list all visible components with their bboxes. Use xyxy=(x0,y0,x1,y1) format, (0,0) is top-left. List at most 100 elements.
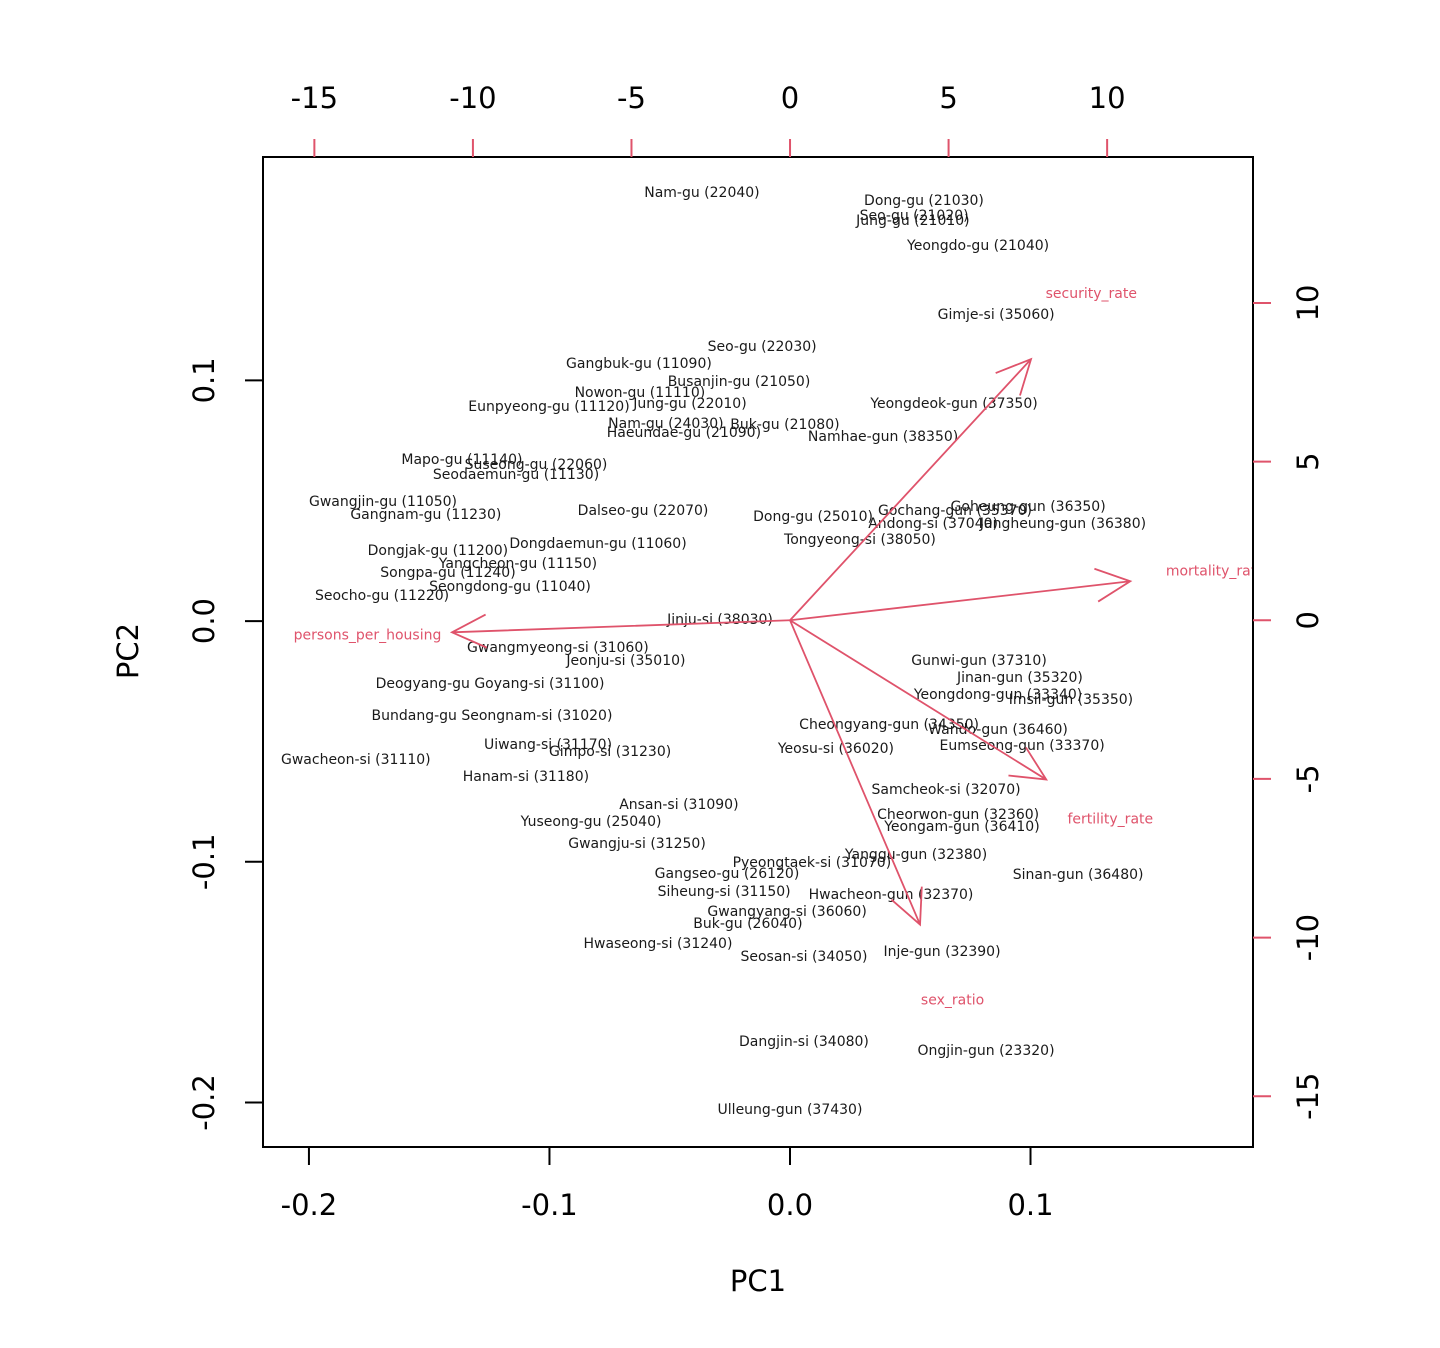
score-label: Jinju-si (38030) xyxy=(666,612,773,628)
score-label: Seosan-si (34050) xyxy=(740,949,867,965)
loading-arrow xyxy=(449,613,791,649)
x2-tick-label: -15 xyxy=(291,81,338,115)
x2-tick-label: 0 xyxy=(781,81,799,115)
score-label: Yeosu-si (36020) xyxy=(777,741,894,757)
score-label: Jeonju-si (35010) xyxy=(565,653,685,669)
score-label: Yuseong-gu (25040) xyxy=(520,814,662,830)
y-axis-title: PC2 xyxy=(111,623,145,679)
score-label: Jangheung-gun (36380) xyxy=(979,516,1146,532)
score-label: Hwaseong-si (31240) xyxy=(583,936,732,952)
score-label: Gochang-gun (35370) xyxy=(878,503,1032,519)
score-label: Yeongam-gun (36410) xyxy=(883,819,1039,835)
score-label: Yanggu-gun (32380) xyxy=(844,847,987,863)
score-label: Busanjin-gu (21050) xyxy=(668,374,811,390)
score-label: Samcheok-si (32070) xyxy=(872,782,1021,798)
score-label: Yeongdong-gun (33340) xyxy=(913,687,1082,703)
score-label: Gwangmyeong-si (31060) xyxy=(467,640,649,656)
y2-tick-label: 5 xyxy=(1291,452,1325,470)
score-label: Jinan-gun (35320) xyxy=(956,670,1083,686)
loading-label: sex_ratio xyxy=(921,993,984,1009)
score-label: Gimje-si (35060) xyxy=(938,307,1055,323)
score-label: Nowon-gu (11110) xyxy=(575,385,706,401)
score-label: Tongyeong-si (38050) xyxy=(783,532,936,548)
score-label: Yeongdeok-gun (37350) xyxy=(869,396,1037,412)
score-label: Dong-gu (25010) xyxy=(753,509,873,525)
score-label: Andong-si (37040) xyxy=(868,516,998,532)
score-label: Gwangyang-si (36060) xyxy=(707,904,866,920)
x-tick-label: 0.1 xyxy=(1007,1188,1053,1222)
score-label: Yangcheon-gu (11150) xyxy=(438,556,597,572)
x-axis-title: PC1 xyxy=(730,1264,786,1298)
loading-arrow xyxy=(789,567,1133,622)
loading-label: fertility_rate xyxy=(1067,811,1153,827)
x2-tick-label: -5 xyxy=(617,81,646,115)
score-label: Wando-gun (36460) xyxy=(928,722,1068,738)
y2-tick-label: -5 xyxy=(1291,764,1325,793)
y-tick-label: -0.2 xyxy=(187,1074,221,1131)
score-label: Ongjin-gun (23320) xyxy=(918,1043,1055,1059)
y-tick-label: 0.0 xyxy=(187,598,221,644)
score-label: Gwangjin-gu (11050) xyxy=(309,494,457,510)
score-label: Cheongyang-gun (34350) xyxy=(799,717,979,733)
score-label: Cheorwon-gun (32360) xyxy=(877,807,1039,823)
score-label: Jung-gu (22010) xyxy=(632,396,746,412)
score-label: Hwacheon-gun (32370) xyxy=(809,887,974,903)
x2-tick-label: 10 xyxy=(1089,81,1126,115)
score-label: Dangjin-si (34080) xyxy=(739,1034,869,1050)
score-label: Seongdong-gu (11040) xyxy=(429,579,591,595)
score-label: Ulleung-gun (37430) xyxy=(718,1102,863,1118)
score-label: Imsil-gun (35350) xyxy=(1009,692,1133,708)
score-label: Goheung-gun (36350) xyxy=(951,499,1106,515)
score-label: Inje-gun (32390) xyxy=(883,944,1000,960)
loading-label: mortality_rate xyxy=(1166,563,1265,579)
score-label: Buk-gu (21080) xyxy=(730,417,839,433)
x-tick-label: -0.2 xyxy=(281,1188,338,1222)
y-tick-label: -0.1 xyxy=(187,833,221,890)
y-tick-label: 0.1 xyxy=(187,357,221,403)
x2-tick-label: 5 xyxy=(939,81,957,115)
score-label: Haeundae-gu (21090) xyxy=(607,425,761,441)
score-label: Gangnam-gu (11230) xyxy=(350,507,501,523)
score-label: Eumseong-gun (33370) xyxy=(940,738,1105,754)
score-label: Gangseo-gu (26120) xyxy=(655,866,800,882)
score-label: Yeongdo-gu (21040) xyxy=(906,238,1049,254)
score-label: Dong-gu (21030) xyxy=(864,193,984,209)
score-label: Gwacheon-si (31110) xyxy=(281,752,431,768)
score-label: Namhae-gun (38350) xyxy=(808,429,958,445)
score-label: Pyeongtaek-si (31070) xyxy=(733,855,892,871)
loading-label: persons_per_housing xyxy=(294,627,442,643)
score-label: Deogyang-gu Goyang-si (31100) xyxy=(376,676,605,692)
plot-area: Nam-gu (22040) Dong-gu (21030)Seo-gu (210… xyxy=(281,185,1265,1118)
score-label: Mapo-gu (11140) xyxy=(401,452,522,468)
score-label: Dalseo-gu (22070) xyxy=(578,503,709,519)
score-label: Seodaemun-gu (11130) xyxy=(433,467,599,483)
score-label: Siheung-si (31150) xyxy=(658,884,791,900)
x2-tick-label: -10 xyxy=(449,81,496,115)
score-label: Seo-gu (21020) xyxy=(860,208,969,224)
score-label: Ansan-si (31090) xyxy=(619,797,738,813)
x-tick-label: 0.0 xyxy=(767,1188,813,1222)
plot-frame xyxy=(262,156,1254,1148)
score-label: Nam-gu (24030) xyxy=(608,416,723,432)
score-label: Gimpo-si (31230) xyxy=(549,744,671,760)
score-label: Gwangju-si (31250) xyxy=(568,836,706,852)
score-label: Gangbuk-gu (11090) xyxy=(566,356,712,372)
loading-arrow xyxy=(789,619,1049,781)
score-label: Suseong-gu (22060) xyxy=(465,457,608,473)
score-label: Seocho-gu (11220) xyxy=(315,588,449,604)
score-label: Songpa-gu (11240) xyxy=(380,565,515,581)
loading-arrow xyxy=(789,357,1033,621)
score-label: Jung-gu (21010) xyxy=(855,213,969,229)
y2-tick-label: 10 xyxy=(1291,285,1325,322)
score-label: Buk-gu (26040) xyxy=(693,916,802,932)
score-label: Seo-gu (22030) xyxy=(708,339,817,355)
score-label: Sinan-gun (36480) xyxy=(1013,867,1144,883)
y2-tick-label: -15 xyxy=(1291,1073,1325,1120)
score-label: Uiwang-si (31170) xyxy=(484,737,612,753)
loading-label: security_rate xyxy=(1046,286,1137,302)
y2-tick-label: 0 xyxy=(1291,611,1325,629)
x-tick-label: -0.1 xyxy=(521,1188,578,1222)
score-label: Eunpyeong-gu (11120) xyxy=(468,399,629,415)
y2-tick-label: -10 xyxy=(1291,914,1325,961)
